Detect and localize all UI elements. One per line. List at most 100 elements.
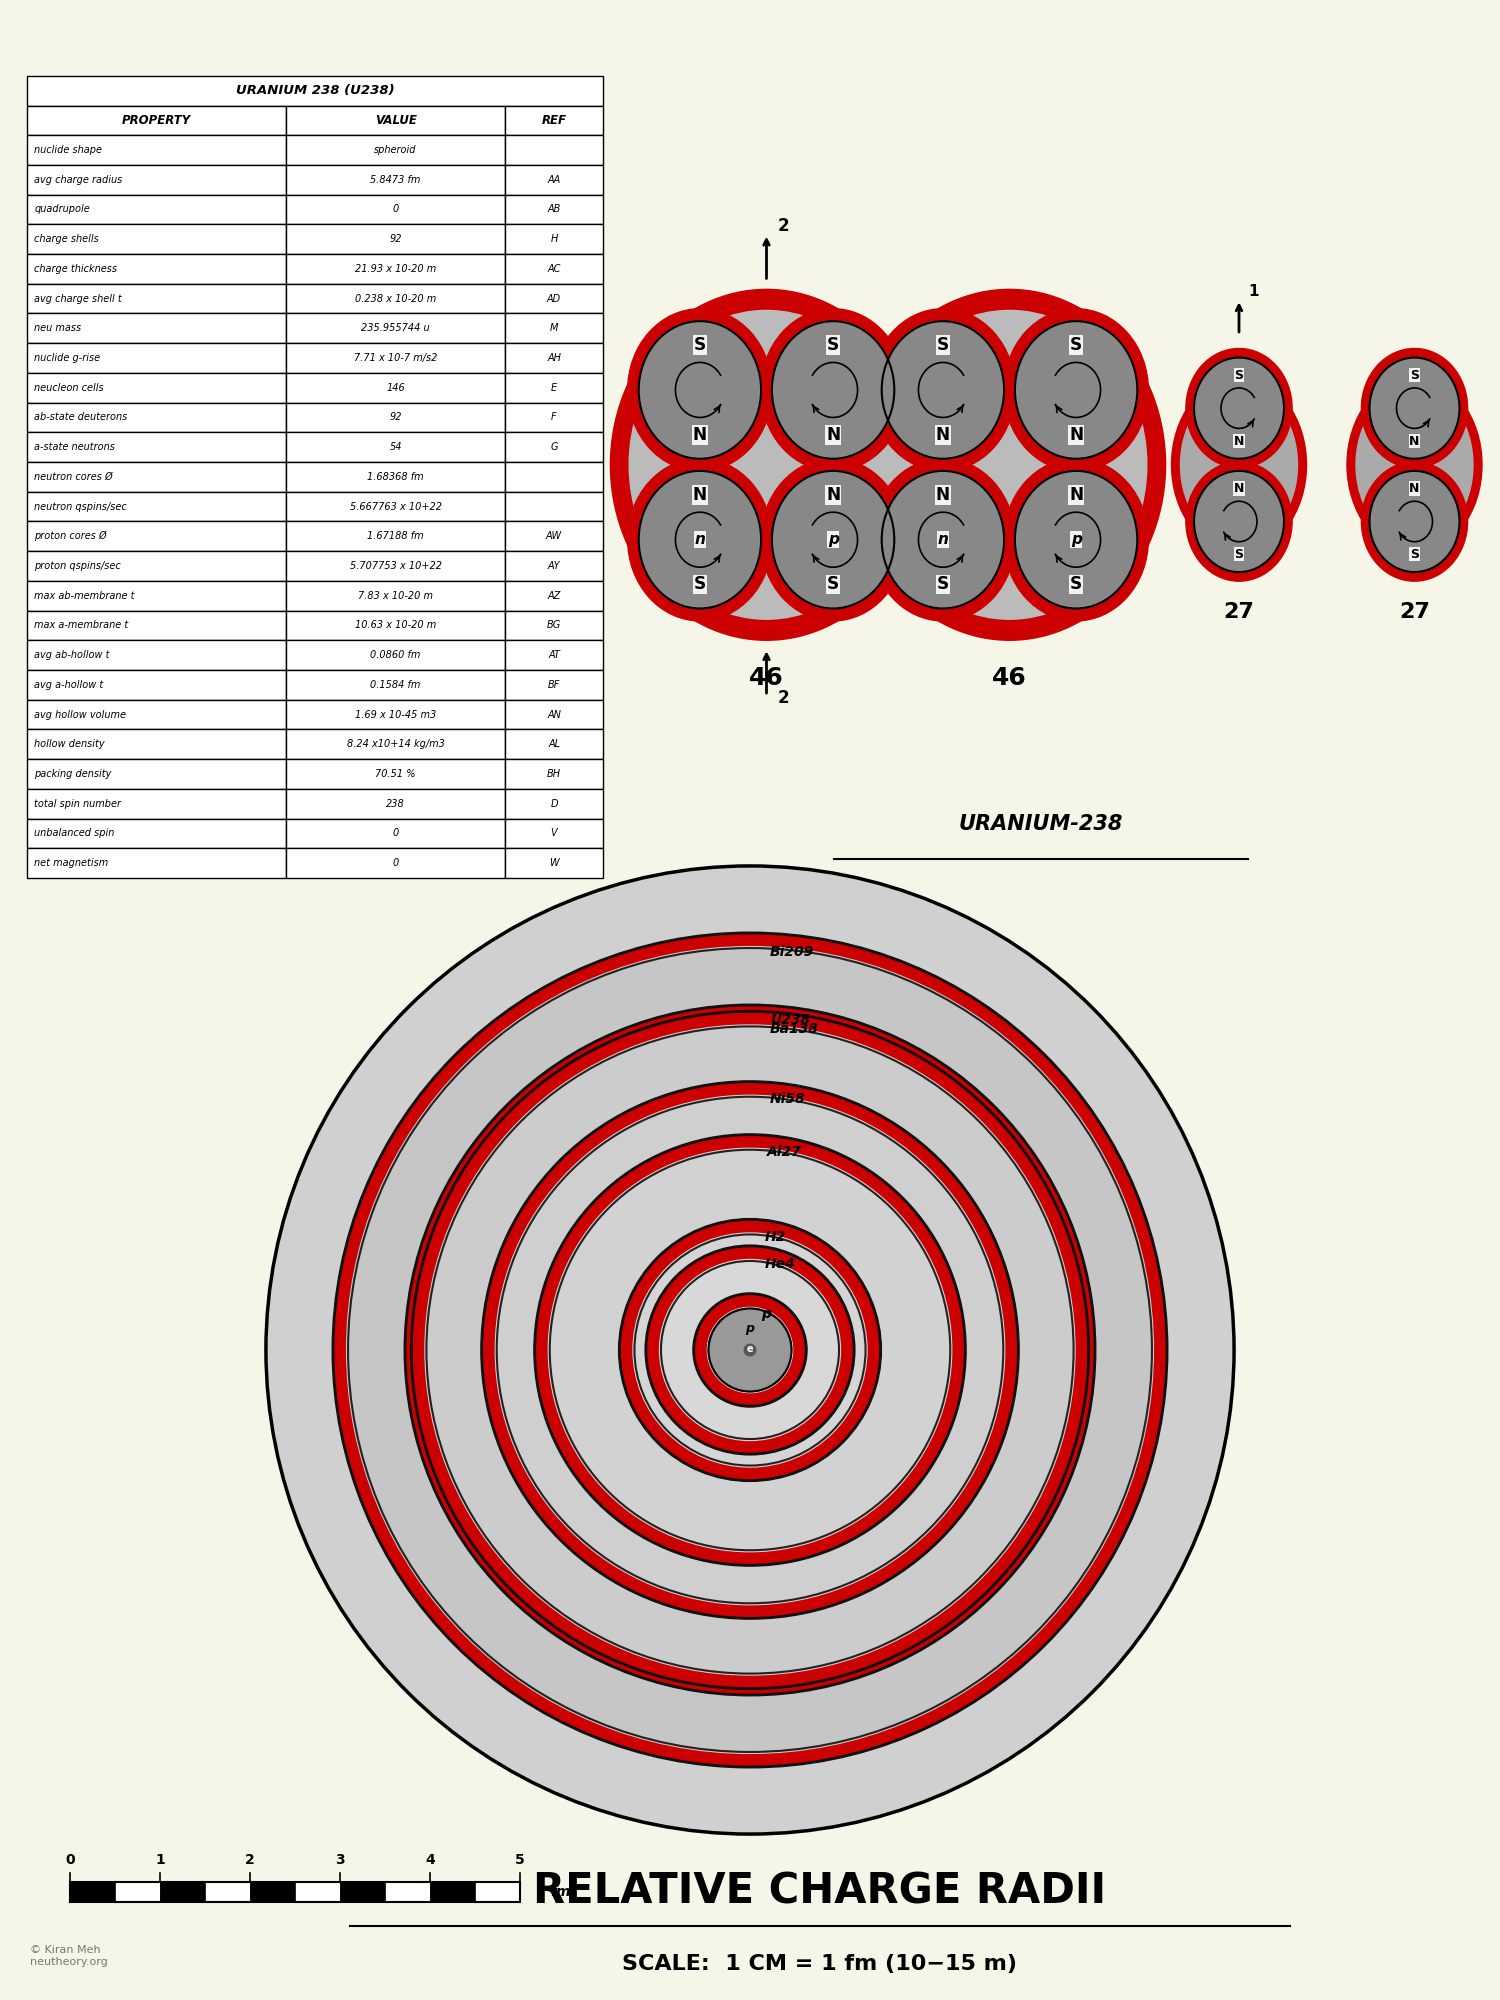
Text: n: n: [938, 532, 948, 548]
Circle shape: [610, 290, 922, 640]
Text: AY: AY: [548, 560, 561, 572]
Text: E: E: [550, 382, 556, 392]
Text: N: N: [1410, 434, 1419, 448]
Text: 238: 238: [387, 798, 405, 808]
Circle shape: [772, 470, 894, 608]
FancyBboxPatch shape: [506, 344, 603, 372]
Ellipse shape: [1180, 386, 1298, 544]
Text: avg charge shell t: avg charge shell t: [34, 294, 122, 304]
Text: nuclide g-rise: nuclide g-rise: [34, 354, 100, 364]
Ellipse shape: [1172, 378, 1306, 552]
FancyBboxPatch shape: [286, 194, 506, 224]
Text: quadrupole: quadrupole: [34, 204, 90, 214]
Circle shape: [1370, 358, 1460, 458]
Circle shape: [266, 866, 1234, 1834]
Bar: [296, 1882, 340, 1902]
Text: 235.955744 u: 235.955744 u: [362, 324, 430, 334]
Circle shape: [633, 1234, 867, 1466]
Text: REF: REF: [542, 114, 567, 126]
FancyBboxPatch shape: [506, 164, 603, 194]
Circle shape: [414, 1014, 1086, 1686]
FancyBboxPatch shape: [286, 402, 506, 432]
FancyBboxPatch shape: [506, 254, 603, 284]
Text: 1.67188 fm: 1.67188 fm: [368, 532, 424, 542]
Circle shape: [534, 1134, 966, 1566]
FancyBboxPatch shape: [286, 848, 506, 878]
Circle shape: [639, 470, 760, 608]
Circle shape: [645, 1246, 855, 1454]
FancyBboxPatch shape: [506, 788, 603, 818]
Text: 10.63 x 10-20 m: 10.63 x 10-20 m: [356, 620, 436, 630]
Circle shape: [1186, 348, 1292, 468]
FancyBboxPatch shape: [27, 432, 286, 462]
Text: N: N: [936, 486, 950, 504]
FancyBboxPatch shape: [286, 284, 506, 314]
FancyBboxPatch shape: [27, 372, 286, 402]
FancyBboxPatch shape: [506, 700, 603, 730]
Circle shape: [484, 1084, 1016, 1616]
Circle shape: [744, 1344, 756, 1356]
FancyBboxPatch shape: [27, 700, 286, 730]
FancyBboxPatch shape: [27, 730, 286, 760]
Circle shape: [1194, 470, 1284, 572]
FancyBboxPatch shape: [506, 552, 603, 580]
FancyBboxPatch shape: [27, 164, 286, 194]
FancyBboxPatch shape: [286, 552, 506, 580]
FancyBboxPatch shape: [27, 848, 286, 878]
FancyBboxPatch shape: [286, 254, 506, 284]
Text: S: S: [827, 336, 839, 354]
Circle shape: [760, 308, 906, 472]
Circle shape: [628, 310, 904, 620]
FancyBboxPatch shape: [27, 788, 286, 818]
FancyBboxPatch shape: [286, 372, 506, 402]
Circle shape: [870, 458, 1016, 620]
Bar: [70, 1882, 116, 1902]
Bar: [160, 1882, 206, 1902]
Text: 21.93 x 10-20 m: 21.93 x 10-20 m: [356, 264, 436, 274]
Text: AL: AL: [548, 740, 560, 750]
FancyBboxPatch shape: [27, 640, 286, 670]
Bar: [476, 1882, 520, 1902]
Bar: [206, 1882, 251, 1902]
Text: S: S: [938, 336, 950, 354]
Text: 0: 0: [64, 1852, 75, 1868]
FancyBboxPatch shape: [286, 700, 506, 730]
Text: 146: 146: [387, 382, 405, 392]
Text: AH: AH: [548, 354, 561, 364]
Text: S: S: [1234, 368, 1244, 382]
Circle shape: [627, 458, 772, 620]
FancyBboxPatch shape: [27, 670, 286, 700]
FancyBboxPatch shape: [27, 402, 286, 432]
Text: BG: BG: [548, 620, 561, 630]
Circle shape: [708, 1308, 792, 1392]
Text: 46: 46: [992, 666, 1028, 690]
Text: 7.71 x 10-7 m/s2: 7.71 x 10-7 m/s2: [354, 354, 438, 364]
Circle shape: [419, 1018, 1082, 1682]
Text: proton cores Ø: proton cores Ø: [34, 532, 106, 542]
Circle shape: [1004, 458, 1149, 620]
Text: AC: AC: [548, 264, 561, 274]
Text: 5.667763 x 10+22: 5.667763 x 10+22: [350, 502, 441, 512]
Circle shape: [648, 1248, 852, 1452]
FancyBboxPatch shape: [27, 344, 286, 372]
Text: AN: AN: [548, 710, 561, 720]
Text: e: e: [747, 1344, 753, 1354]
Text: S: S: [1234, 548, 1244, 560]
Text: avg hollow volume: avg hollow volume: [34, 710, 126, 720]
FancyBboxPatch shape: [286, 818, 506, 848]
FancyBboxPatch shape: [286, 462, 506, 492]
Text: RELATIVE CHARGE RADII: RELATIVE CHARGE RADII: [534, 1872, 1107, 1912]
FancyBboxPatch shape: [286, 492, 506, 522]
FancyBboxPatch shape: [506, 492, 603, 522]
Text: neu mass: neu mass: [34, 324, 81, 334]
Text: S: S: [827, 576, 839, 594]
Text: M: M: [550, 324, 558, 334]
Text: N: N: [827, 486, 840, 504]
Text: 5.707753 x 10+22: 5.707753 x 10+22: [350, 560, 441, 572]
Text: S: S: [694, 336, 706, 354]
FancyBboxPatch shape: [27, 136, 286, 164]
Circle shape: [549, 1148, 951, 1552]
Text: p: p: [828, 532, 839, 548]
Bar: [70, 1882, 520, 1902]
FancyBboxPatch shape: [506, 522, 603, 552]
